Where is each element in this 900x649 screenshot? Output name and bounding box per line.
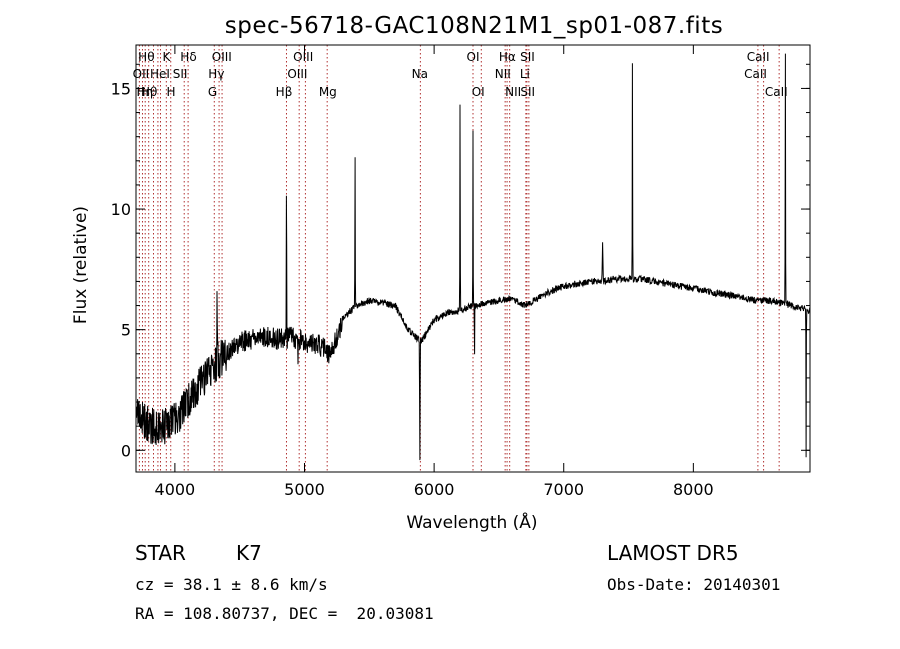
line-label-k: K <box>163 50 172 64</box>
line-label-layer: OIIHηHθHθHeIKHSIIHδGHγOIIIHβOIIIOIIIMgNa… <box>133 50 788 99</box>
line-label-oi: OI <box>467 50 480 64</box>
line-label-li: Li <box>520 67 530 81</box>
line-label-h: H <box>166 85 175 99</box>
plot-axes: 4000 5000 6000 7000 8000 0 5 10 15 <box>111 44 811 499</box>
line-label-na: Na <box>412 67 428 81</box>
redshift-velocity: cz = 38.1 ± 8.6 km/s <box>135 575 328 594</box>
line-label-hei: HeI <box>150 67 170 81</box>
x-tick-label: 4000 <box>155 480 196 499</box>
spectrum-line <box>135 53 811 461</box>
object-subclass: K7 <box>236 541 262 565</box>
line-label-nii: NII <box>495 67 511 81</box>
line-label-sii: SII <box>173 67 188 81</box>
line-marker-layer <box>138 45 780 472</box>
line-label-hβ: Hβ <box>276 85 293 99</box>
line-label-hθ: Hθ <box>141 85 157 99</box>
coordinates: RA = 108.80737, DEC = 20.03081 <box>135 604 434 623</box>
plot-frame <box>135 44 811 473</box>
y-tick-label: 10 <box>111 200 131 219</box>
y-tick-label: 0 <box>121 441 131 460</box>
line-label-oiii: OIII <box>293 50 313 64</box>
line-label-sii: SII <box>520 50 535 64</box>
line-label-oi: OI <box>472 85 485 99</box>
survey-name: LAMOST DR5 <box>607 541 739 565</box>
x-tick-label: 7000 <box>543 480 584 499</box>
line-label-oiii: OIII <box>287 67 307 81</box>
line-label-caii: CaII <box>747 50 770 64</box>
spectrum-chart: spec-56718-GAC108N21M1_sp01-087.fits OII… <box>71 13 811 533</box>
object-class: STAR <box>135 541 186 565</box>
line-label-nii: NII <box>505 85 521 99</box>
observation-date: Obs-Date: 20140301 <box>607 575 781 594</box>
x-axis-label: Wavelength (Å) <box>406 511 537 533</box>
line-label-hγ: Hγ <box>208 67 224 81</box>
line-label-oiii: OIII <box>212 50 232 64</box>
line-label-hθ: Hθ <box>138 50 154 64</box>
line-label-hδ: Hδ <box>180 50 196 64</box>
y-axis-label: Flux (relative) <box>71 206 91 324</box>
x-tick-label: 5000 <box>284 480 325 499</box>
x-tick-label: 8000 <box>673 480 714 499</box>
line-label-oii: OII <box>133 67 150 81</box>
y-tick-label: 5 <box>121 321 131 340</box>
line-label-g: G <box>208 85 217 99</box>
line-label-sii: SII <box>520 85 535 99</box>
line-label-caii: CaII <box>744 67 767 81</box>
line-label-mg: Mg <box>319 85 337 99</box>
y-tick-label: 15 <box>111 79 131 98</box>
line-label-caii: CaII <box>765 85 788 99</box>
chart-title: spec-56718-GAC108N21M1_sp01-087.fits <box>225 13 723 39</box>
x-tick-label: 6000 <box>414 480 455 499</box>
line-label-hα: Hα <box>499 50 516 64</box>
